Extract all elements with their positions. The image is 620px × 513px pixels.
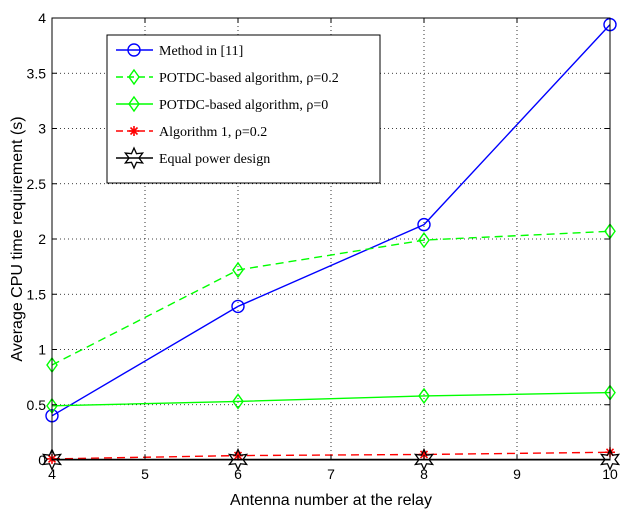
series-line <box>51 24 611 417</box>
data-point <box>232 393 244 410</box>
legend-marker <box>128 68 140 86</box>
y-tick-label: 4 <box>38 10 46 26</box>
legend-entry: Method in [11] <box>116 43 243 59</box>
y-tick-label: 3 <box>38 121 46 137</box>
axis-ticks: 4 5 6 7 8 9 10 0 0.5 1 1.5 2 2.5 3 3.5 4 <box>27 10 618 482</box>
legend-marker <box>123 146 145 170</box>
legend-marker <box>129 126 139 136</box>
legend-label: Method in [11] <box>159 44 243 59</box>
x-tick-label: 9 <box>513 466 521 482</box>
legend-label: Equal power design <box>159 152 270 167</box>
data-point <box>418 387 430 405</box>
legend-label: Algorithm 1, ρ=0.2 <box>159 125 267 140</box>
legend-label: POTDC-based algorithm, ρ=0.2 <box>159 71 339 86</box>
data-point <box>418 231 430 249</box>
x-tick-label: 7 <box>327 466 335 482</box>
y-tick-label: 0.5 <box>27 397 47 413</box>
x-tick-label: 5 <box>141 466 149 482</box>
data-point <box>413 447 435 472</box>
legend-entry: Algorithm 1, ρ=0.2 <box>116 125 267 140</box>
y-tick-label: 1 <box>38 342 46 358</box>
x-tick-label: 6 <box>234 466 242 482</box>
legend-entry: Equal power design <box>116 146 270 170</box>
legend-marker <box>127 43 141 57</box>
data-point <box>417 217 431 232</box>
x-axis-label: Antenna number at the relay <box>230 492 432 509</box>
legend: Method in [11] POTDC-based algorithm, ρ=0… <box>106 34 381 184</box>
x-tick-label: 8 <box>420 466 428 482</box>
x-tick-label: 10 <box>602 466 618 482</box>
legend-entry: POTDC-based algorithm, ρ=0.2 <box>116 68 339 86</box>
data-point <box>232 261 244 279</box>
y-tick-label: 0 <box>38 452 46 468</box>
y-axis-label: Average CPU time requirement (s) <box>9 116 26 361</box>
data-point <box>41 447 63 472</box>
data-point <box>227 447 249 472</box>
y-tick-label: 2 <box>38 231 46 247</box>
data-point <box>231 299 245 314</box>
y-tick-label: 2.5 <box>27 176 47 192</box>
x-tick-label: 4 <box>48 466 56 482</box>
legend-label: POTDC-based algorithm, ρ=0 <box>159 98 328 113</box>
legend-marker <box>128 95 140 113</box>
series-line <box>51 391 611 407</box>
y-tick-label: 3.5 <box>27 65 47 81</box>
y-tick-label: 1.5 <box>27 286 47 302</box>
series-line <box>51 230 611 366</box>
legend-entry: POTDC-based algorithm, ρ=0 <box>116 95 328 113</box>
data-point <box>599 447 620 472</box>
